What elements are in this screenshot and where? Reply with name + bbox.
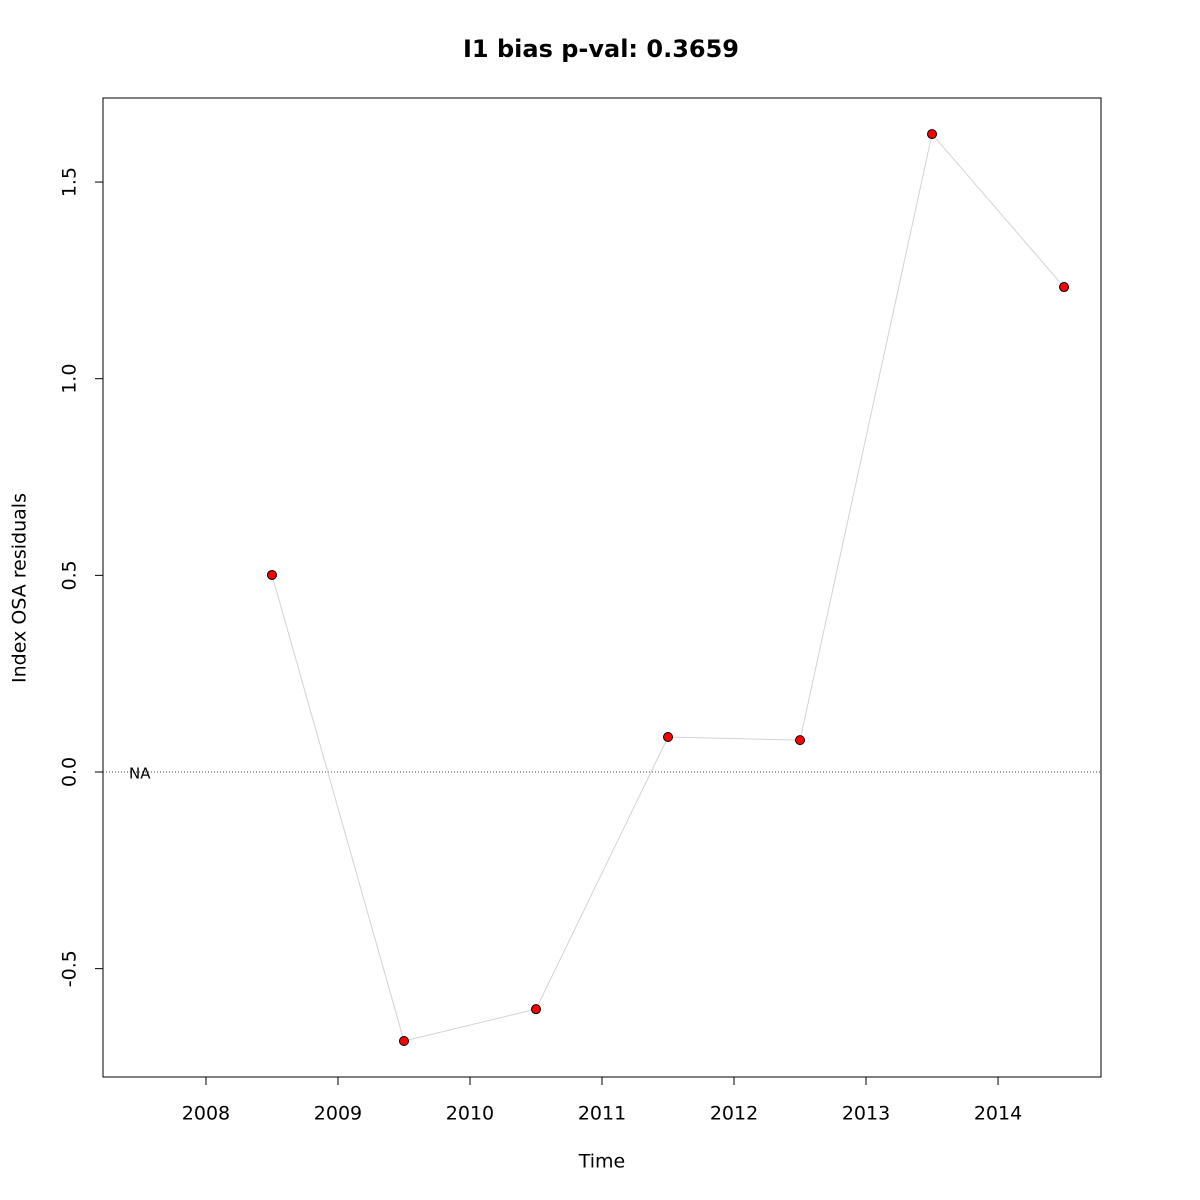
- series-line: [271, 132, 1065, 1042]
- y-tick-label: -0.5: [59, 950, 81, 987]
- data-point: [530, 1004, 541, 1015]
- plot-frame: [102, 97, 1102, 1078]
- data-point: [927, 129, 938, 140]
- y-tick-label: 1.0: [59, 364, 81, 394]
- x-tick-label: 2013: [842, 1103, 890, 1125]
- chart-title: I1 bias p-val: 0.3659: [463, 35, 739, 63]
- x-axis-title: Time: [578, 1151, 626, 1173]
- x-tick-label: 2009: [314, 1103, 362, 1125]
- data-point: [266, 569, 277, 580]
- y-tick-label: 0.0: [59, 757, 81, 787]
- x-tick-label: 2010: [446, 1103, 494, 1125]
- x-tick-label: 2012: [710, 1103, 758, 1125]
- y-axis-title: Index OSA residuals: [9, 493, 31, 683]
- x-tick-label: 2008: [182, 1103, 230, 1125]
- data-point: [795, 735, 806, 746]
- data-point: [398, 1036, 409, 1047]
- data-point: [663, 731, 674, 742]
- y-tick-label: 0.5: [59, 560, 81, 590]
- data-point: [1059, 282, 1070, 293]
- annotation: NA: [129, 764, 151, 782]
- y-tick-label: 1.5: [59, 167, 81, 197]
- x-tick-label: 2014: [974, 1103, 1022, 1125]
- x-tick-label: 2011: [578, 1103, 626, 1125]
